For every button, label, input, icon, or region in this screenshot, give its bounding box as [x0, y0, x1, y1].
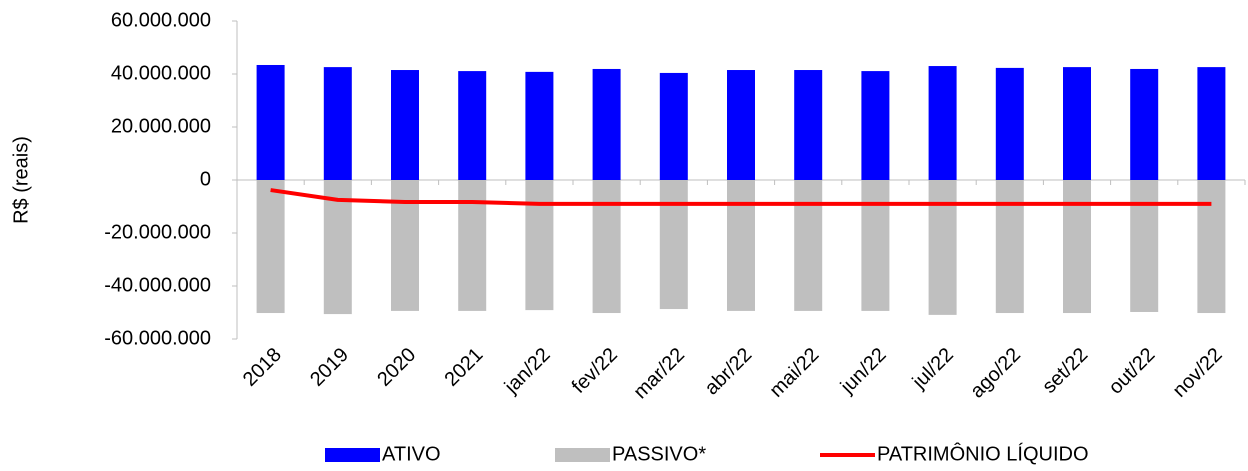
bar	[995, 67, 1024, 180]
bar	[592, 180, 621, 314]
y-tick-label: 0	[200, 168, 211, 190]
x-tick-label: 2020	[373, 344, 420, 391]
legend-label: PATRIMÔNIO LÍQUIDO	[877, 442, 1089, 465]
bar	[256, 64, 285, 180]
bar	[391, 180, 419, 311]
y-tick-label: -60.000.000	[104, 327, 211, 349]
x-tick-label: fev/22	[568, 344, 622, 398]
bar	[794, 180, 823, 311]
x-tick-label: jun/22	[836, 344, 891, 399]
bar	[1063, 180, 1091, 314]
legend-swatch	[555, 448, 610, 462]
x-tick-label: out/22	[1105, 344, 1160, 399]
x-tick-label: mar/22	[629, 344, 689, 404]
x-tick-label: mai/22	[765, 344, 823, 402]
bar	[1197, 180, 1226, 314]
bar	[592, 68, 621, 180]
legend-label: ATIVO	[382, 443, 441, 465]
bar	[928, 180, 957, 315]
y-tick-label: -20.000.000	[104, 221, 211, 243]
bar	[659, 72, 688, 180]
y-tick-label: -40.000.000	[104, 274, 211, 296]
bar	[458, 180, 487, 311]
legend-swatch	[325, 448, 380, 462]
bar	[659, 180, 688, 310]
bar	[525, 71, 554, 180]
bar	[727, 70, 755, 180]
x-tick-label: jul/22	[908, 344, 958, 394]
x-tick-label: 2019	[306, 344, 353, 391]
bar	[928, 66, 957, 180]
bar	[391, 70, 419, 180]
bar	[727, 180, 755, 311]
line	[270, 188, 1212, 206]
bar	[525, 180, 554, 311]
bar	[323, 180, 352, 315]
bar	[861, 71, 890, 180]
bar	[323, 67, 352, 180]
x-tick-label: abr/22	[701, 344, 757, 400]
bar	[861, 180, 890, 311]
y-axis-label: R$ (reais)	[10, 136, 32, 224]
x-tick-label: 2021	[440, 344, 487, 391]
bar	[458, 71, 487, 180]
x-tick-label: set/22	[1038, 344, 1092, 398]
bar	[1130, 68, 1159, 180]
bar	[1063, 67, 1091, 180]
y-tick-label: 20.000.000	[111, 115, 211, 137]
bar	[995, 180, 1024, 314]
bar	[1130, 180, 1159, 312]
x-tick-label: nov/22	[1169, 344, 1227, 402]
y-tick-label: 40.000.000	[111, 62, 211, 84]
bar	[794, 70, 823, 180]
x-tick-label: ago/22	[966, 344, 1025, 403]
y-tick-label: 60.000.000	[111, 9, 211, 31]
bar	[1197, 67, 1226, 180]
x-tick-label: 2018	[239, 344, 286, 391]
bar	[256, 180, 285, 314]
x-tick-label: jan/22	[500, 344, 555, 399]
legend-label: PASSIVO*	[612, 443, 706, 465]
